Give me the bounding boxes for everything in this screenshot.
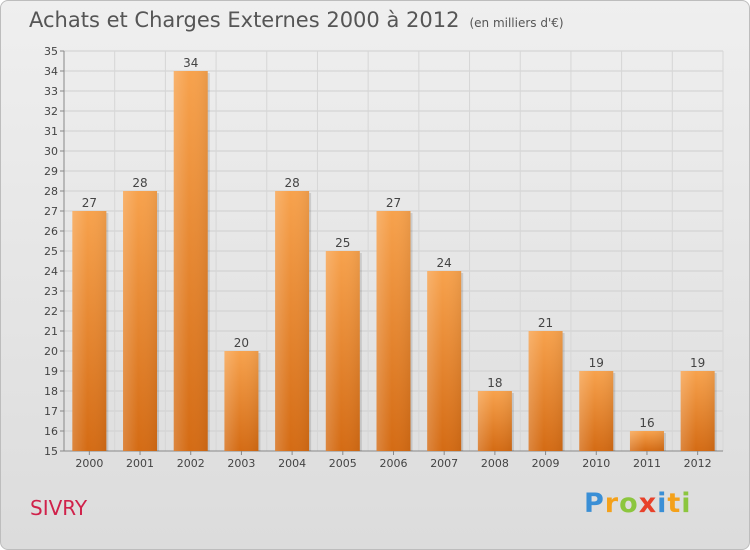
- bar-value-label: 25: [335, 236, 350, 250]
- axis-layer: 15 16 17 18 19 20 21 22 23 24 25 26 27 28 29 30 31 32 33 34…: [44, 45, 723, 470]
- bar-value-label: 27: [82, 196, 97, 210]
- y-tick-label: 20: [44, 345, 58, 358]
- logo-letter: o: [619, 488, 639, 519]
- bar-shine: [477, 391, 512, 451]
- x-tick-label: 2003: [227, 457, 255, 470]
- bar-value-label: 18: [487, 376, 502, 390]
- y-tick-label: 35: [44, 45, 58, 58]
- proxiti-logo: Proxiti: [584, 488, 692, 519]
- x-tick-label: 2010: [582, 457, 610, 470]
- bar-shine: [680, 371, 715, 451]
- x-tick-label: 2000: [75, 457, 103, 470]
- x-tick-label: 2009: [532, 457, 560, 470]
- bar-value-label: 34: [183, 56, 198, 70]
- y-tick-label: 28: [44, 185, 58, 198]
- chart-title-text: Achats et Charges Externes 2000 à 2012: [29, 8, 460, 32]
- logo-letter: i: [681, 488, 692, 519]
- logo-letter: t: [667, 488, 682, 519]
- logo-letter: r: [604, 488, 620, 519]
- y-tick-label: 27: [44, 205, 58, 218]
- y-tick-label: 21: [44, 325, 58, 338]
- logo-letter: i: [657, 488, 668, 519]
- bar-layer: 27 28 34 20 28 25 27 24 18 21 19 16 19: [72, 56, 717, 451]
- bar-shine: [427, 271, 462, 451]
- bar-shine: [528, 331, 563, 451]
- bar-shine: [325, 251, 360, 451]
- bar-value-label: 16: [639, 416, 654, 430]
- bar-shine: [224, 351, 259, 451]
- chart-unit: (en milliers d'€): [469, 16, 564, 30]
- bar-shine: [173, 71, 208, 451]
- bar-value-label: 21: [538, 316, 553, 330]
- x-tick-label: 2008: [481, 457, 509, 470]
- y-tick-label: 33: [44, 85, 58, 98]
- x-tick-label: 2011: [633, 457, 661, 470]
- y-tick-label: 15: [44, 445, 58, 458]
- y-tick-label: 18: [44, 385, 58, 398]
- bar-value-label: 19: [589, 356, 604, 370]
- bar-shine: [629, 431, 664, 451]
- y-tick-label: 30: [44, 145, 58, 158]
- y-tick-label: 19: [44, 365, 58, 378]
- chart-title: Achats et Charges Externes 2000 à 2012 (e…: [29, 8, 564, 32]
- bar-value-label: 28: [132, 176, 147, 190]
- bar-value-label: 24: [437, 256, 452, 270]
- y-tick-label: 25: [44, 245, 58, 258]
- y-tick-label: 29: [44, 165, 58, 178]
- y-tick-label: 31: [44, 125, 58, 138]
- y-tick-label: 32: [44, 105, 58, 118]
- bar-shine: [275, 191, 310, 451]
- bar-shine: [123, 191, 158, 451]
- bar-value-label: 28: [284, 176, 299, 190]
- bar-value-label: 19: [690, 356, 705, 370]
- bar-value-label: 20: [234, 336, 249, 350]
- x-tick-label: 2004: [278, 457, 306, 470]
- commune-name: SIVRY: [30, 496, 88, 520]
- logo-letter: P: [584, 488, 605, 519]
- x-tick-label: 2007: [430, 457, 458, 470]
- y-tick-label: 26: [44, 225, 58, 238]
- x-tick-label: 2002: [177, 457, 205, 470]
- bar-shine: [72, 211, 107, 451]
- x-tick-label: 2006: [380, 457, 408, 470]
- x-tick-label: 2005: [329, 457, 357, 470]
- bar-shine: [579, 371, 614, 451]
- bar-shine: [376, 211, 411, 451]
- bar-value-label: 27: [386, 196, 401, 210]
- x-tick-label: 2001: [126, 457, 154, 470]
- y-tick-label: 17: [44, 405, 58, 418]
- y-tick-label: 24: [44, 265, 58, 278]
- y-tick-label: 23: [44, 285, 58, 298]
- y-tick-label: 22: [44, 305, 58, 318]
- y-tick-label: 34: [44, 65, 58, 78]
- y-tick-label: 16: [44, 425, 58, 438]
- x-tick-label: 2012: [684, 457, 712, 470]
- logo-letter: x: [638, 488, 658, 519]
